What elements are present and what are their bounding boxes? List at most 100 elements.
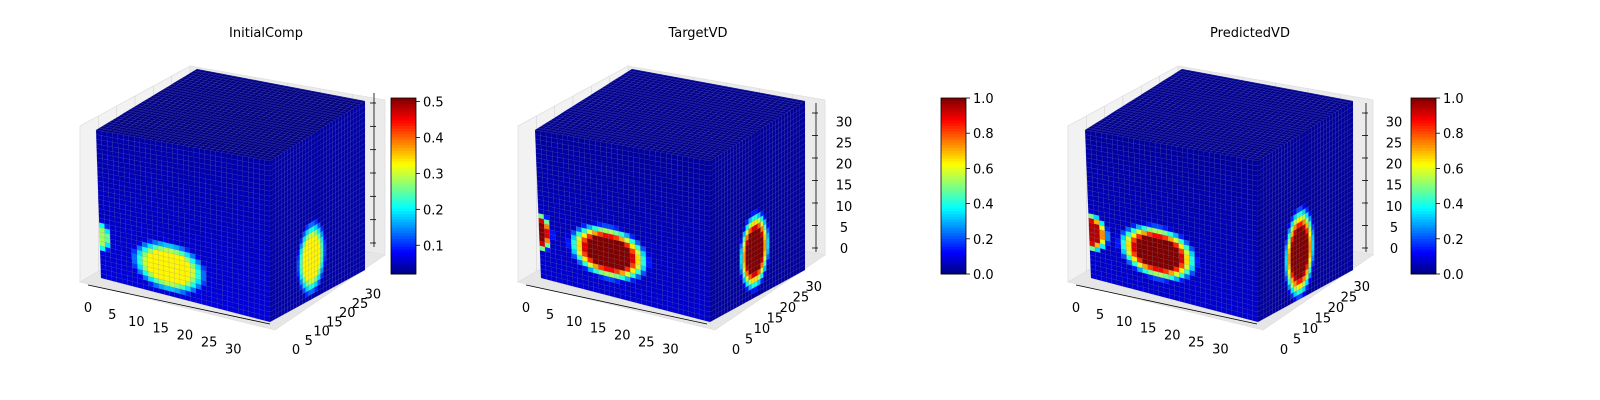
voxel-cell	[248, 156, 254, 164]
cube-side-face	[269, 100, 366, 323]
colorbar-segment	[391, 153, 416, 157]
colorbar-segment	[391, 241, 416, 245]
colorbar-segment	[391, 232, 416, 236]
colorbar-segment	[391, 238, 416, 242]
colorbar-segment	[391, 161, 416, 165]
voxel-cell	[161, 141, 168, 148]
colorbar-segment	[391, 194, 416, 198]
colorbar-segment	[391, 106, 416, 110]
voxel-cell	[166, 142, 173, 149]
voxel-cell	[177, 144, 184, 151]
colorbar-segment	[391, 254, 416, 258]
voxel-cell	[182, 145, 189, 152]
x-axis-line	[87, 284, 271, 325]
colorbar-segment	[391, 169, 416, 173]
colorbar-segment	[391, 180, 416, 184]
voxel-cell	[122, 134, 130, 141]
voxel-cell	[589, 139, 596, 146]
voxel-cell	[253, 157, 260, 165]
colorbar-segment	[391, 230, 416, 234]
y-tick-label: 20	[339, 306, 356, 321]
voxel-cell	[171, 143, 178, 150]
colorbar-segment	[391, 257, 416, 261]
x-tick-label: 0	[84, 301, 92, 316]
voxel-cell	[150, 139, 157, 146]
colorbar-tick-label: 0.4	[423, 132, 444, 147]
colorbar-segment	[391, 224, 416, 228]
colorbar-tick-label: 0.2	[423, 203, 444, 218]
voxel-cell	[204, 149, 211, 156]
cube-top-face	[534, 68, 806, 162]
colorbar-tick-label: 0.5	[423, 96, 444, 111]
colorbar-segment	[391, 155, 416, 159]
colorbar-segment	[391, 205, 416, 209]
x-tick-label: 20	[177, 329, 194, 344]
voxel-cell	[545, 131, 552, 138]
voxel-cell	[556, 133, 563, 140]
colorbar-segment	[391, 221, 416, 225]
voxel-cell	[242, 155, 249, 163]
colorbar-segment	[391, 260, 416, 264]
voxel-cell	[209, 150, 216, 157]
y-tick-label: 10	[313, 325, 330, 340]
voxel-cell	[258, 158, 265, 166]
voxel-cell	[264, 159, 271, 167]
voxel-cell	[573, 136, 580, 143]
colorbar-segment	[391, 131, 416, 135]
colorbar-segment	[391, 216, 416, 220]
colorbar-segment	[391, 164, 416, 168]
colorbar-segment	[391, 150, 416, 154]
colorbar-segment	[391, 188, 416, 192]
panel-targetvd: TargetVD 0 5 10 15 20 25 30 0 5 10 15 20 25 30 0 5 10 15 2…	[430, 0, 1030, 400]
colorbar-segment	[391, 166, 416, 170]
panel-title: TargetVD	[668, 26, 728, 41]
colorbar-segment	[391, 213, 416, 217]
voxel-cell	[95, 129, 102, 136]
voxel-cell	[562, 134, 569, 141]
voxel-cell	[638, 148, 645, 155]
colorbar-segment	[391, 172, 416, 176]
colorbar-segment	[391, 128, 416, 132]
y-tick-label: 25	[352, 297, 369, 312]
z-axis	[370, 93, 376, 247]
cube-front-face	[534, 129, 711, 323]
voxel-cell	[622, 145, 629, 152]
voxel-cell	[649, 150, 656, 157]
voxel-cell	[611, 143, 618, 150]
colorbar-segment	[391, 183, 416, 187]
colorbar-frame	[390, 97, 417, 275]
colorbar-segment	[391, 186, 416, 190]
x-tick-label: 10	[128, 315, 145, 330]
voxel-cell	[215, 151, 222, 158]
voxel-cell	[112, 132, 119, 139]
voxel-cell	[133, 136, 140, 143]
voxel-cell	[226, 153, 233, 160]
colorbar-segment	[391, 111, 416, 115]
colorbar-segment	[391, 133, 416, 137]
colorbar-segment	[391, 122, 416, 126]
colorbar-segment	[391, 136, 416, 140]
colorbar-segment	[391, 219, 416, 223]
voxel-cell	[144, 138, 151, 145]
colorbar-segment	[391, 125, 416, 129]
colorbar-tick-label: 0.3	[423, 167, 444, 182]
colorbar-segment	[391, 142, 416, 146]
colorbar-segment	[391, 271, 416, 275]
chart-svg-targetvd: 0 5 10 15 20 25 30 0510152025300510152025300.00…	[516, 65, 994, 358]
voxel-cell	[578, 137, 585, 144]
colorbar-segment	[391, 100, 416, 104]
voxel-cell	[101, 130, 108, 137]
voxel-cell	[231, 153, 238, 161]
colorbar: 0.10.20.30.40.5	[390, 96, 444, 275]
colorbar-segment	[391, 235, 416, 239]
voxel-cell	[534, 129, 541, 136]
voxel-cell	[540, 130, 547, 137]
colorbar-segment	[391, 249, 416, 253]
colorbar-segment	[391, 252, 416, 256]
colorbar-segment	[391, 117, 416, 121]
voxel-cell	[117, 133, 124, 140]
voxel-cell	[605, 142, 612, 149]
voxel-cell	[600, 141, 607, 148]
